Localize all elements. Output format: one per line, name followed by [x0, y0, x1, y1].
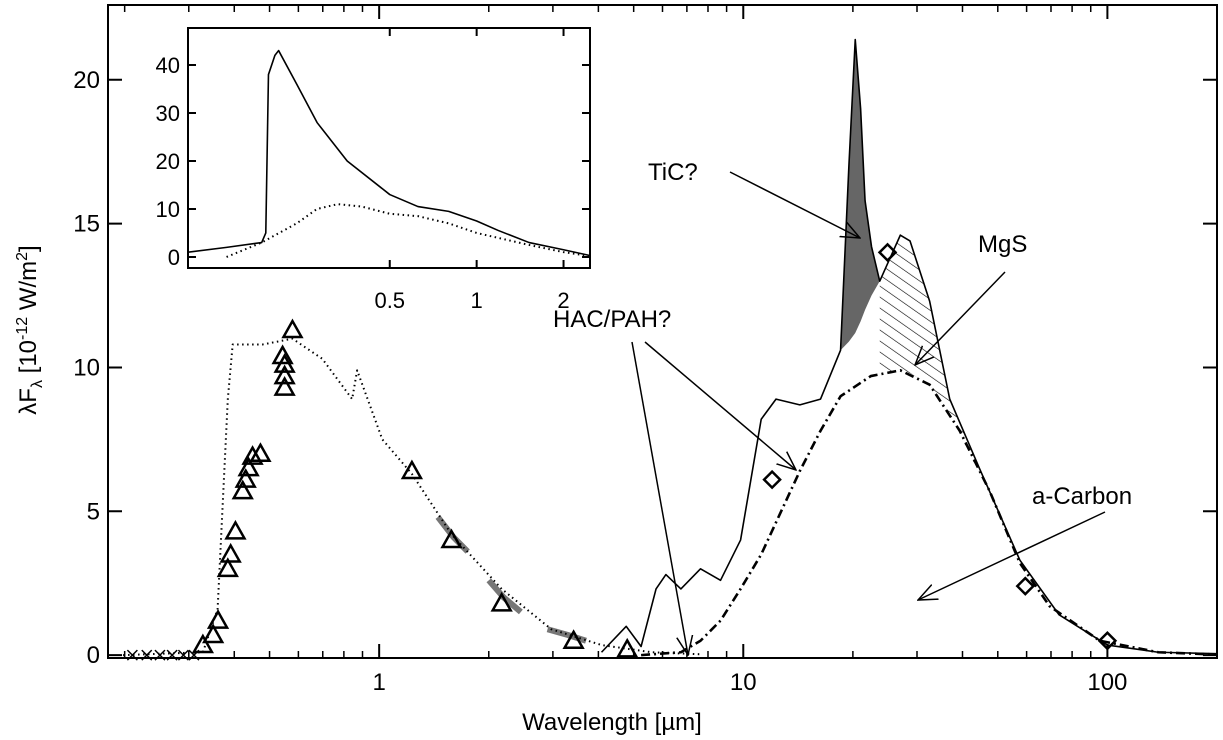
- y-label-part: λF: [15, 388, 42, 415]
- series-line: [435, 515, 587, 644]
- triangle-marker: [273, 376, 296, 396]
- x-tick-label: 10: [730, 669, 757, 696]
- annotation: MgS: [978, 231, 1027, 258]
- inset-background: [188, 28, 590, 268]
- arrow: [918, 511, 1106, 600]
- x-tick-label: 100: [1087, 669, 1127, 696]
- triangle-marker: [562, 629, 585, 649]
- y-tick-label: 20: [156, 149, 180, 174]
- series-line: [123, 337, 700, 657]
- triangle-marker: [234, 468, 257, 488]
- x-tick-label: 0.5: [374, 288, 405, 313]
- annotation: TiC?: [648, 159, 698, 186]
- triangle-marker: [237, 456, 260, 477]
- y-tick-label: 15: [73, 211, 100, 238]
- series-line: [640, 369, 1217, 657]
- series-line: [226, 203, 590, 258]
- triangle-marker: [206, 609, 230, 629]
- annotation: a-Carbon: [1032, 483, 1132, 510]
- triangle-marker: [616, 637, 639, 658]
- triangle-marker: [440, 528, 463, 549]
- plot-area: [188, 49, 590, 258]
- triangle-marker: [249, 442, 272, 463]
- y-tick-label: 10: [73, 354, 100, 381]
- triangle-marker: [224, 519, 247, 540]
- filled-band: [840, 39, 880, 351]
- triangle-marker: [400, 459, 424, 480]
- triangle-marker: [490, 591, 513, 612]
- x-tick-label: 2: [557, 288, 569, 313]
- y-label-sup: 2: [14, 252, 31, 261]
- arrow: [644, 341, 796, 470]
- triangle-marker: [273, 353, 296, 373]
- triangle-marker: [273, 364, 296, 385]
- y-label-part: [10: [15, 340, 42, 380]
- y-tick-label: 30: [156, 101, 180, 126]
- arrow: [729, 171, 860, 238]
- triangle-marker: [216, 557, 239, 578]
- triangle-marker: [241, 445, 264, 465]
- x-tick-label: 1: [471, 288, 483, 313]
- triangle-marker: [281, 318, 304, 339]
- y-tick-label: 5: [87, 498, 100, 525]
- annotation: HAC/PAH?: [553, 306, 671, 333]
- y-tick-label: 0: [87, 642, 100, 669]
- y-axis-label: λFλ [10-12 W/m2]: [14, 245, 46, 414]
- triangle-marker: [191, 633, 215, 654]
- series-line: [188, 49, 590, 257]
- y-tick-label: 0: [168, 245, 180, 270]
- triangle-marker: [219, 542, 242, 563]
- diamond-marker: [877, 242, 898, 263]
- arrows: [631, 171, 1106, 655]
- triangle-marker: [271, 344, 294, 365]
- triangle-marker: [231, 479, 254, 500]
- y-tick-label: 20: [73, 67, 100, 94]
- diamond-marker: [1015, 576, 1036, 596]
- y-tick-label: 10: [156, 197, 180, 222]
- y-label-sup: -12: [14, 317, 31, 340]
- y-label-sub: λ: [29, 380, 46, 388]
- arrow: [915, 271, 1006, 365]
- y-tick-label: 40: [156, 53, 180, 78]
- diamond-marker: [762, 469, 782, 490]
- y-label-part: W/m: [15, 261, 42, 317]
- arrow: [631, 341, 688, 655]
- y-label-part: ]: [15, 245, 42, 252]
- x-axis-label: Wavelength [µm]: [522, 709, 702, 736]
- x-tick-label: 1: [372, 669, 385, 696]
- triangle-marker: [202, 623, 225, 644]
